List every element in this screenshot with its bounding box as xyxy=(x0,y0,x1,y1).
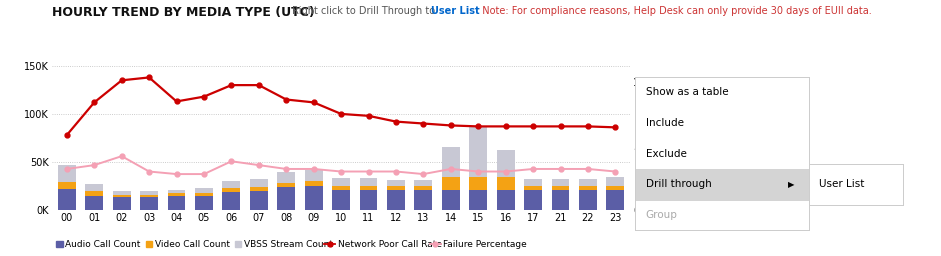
Bar xyxy=(86,184,104,191)
Bar xyxy=(167,196,185,210)
Bar xyxy=(470,177,487,190)
Legend: Audio Call Count: Audio Call Count xyxy=(56,240,140,249)
Bar xyxy=(113,191,131,195)
Text: Drill through: Drill through xyxy=(646,179,711,189)
Bar xyxy=(140,197,158,210)
Legend: Failure Percentage: Failure Percentage xyxy=(430,240,527,249)
Bar xyxy=(332,186,350,190)
Text: ▶: ▶ xyxy=(789,180,795,189)
Bar xyxy=(579,186,597,190)
Bar xyxy=(167,190,185,193)
Bar xyxy=(551,186,569,190)
Bar xyxy=(635,169,809,200)
Bar xyxy=(167,193,185,196)
Bar xyxy=(551,190,569,210)
Bar xyxy=(470,190,487,210)
Text: Right click to Drill Through to: Right click to Drill Through to xyxy=(292,6,438,16)
Bar xyxy=(442,146,460,177)
Text: Group: Group xyxy=(646,210,678,220)
Bar xyxy=(332,178,350,186)
Text: User List: User List xyxy=(819,179,864,189)
Bar xyxy=(222,192,240,210)
Bar xyxy=(414,190,432,210)
Legend: Video Call Count: Video Call Count xyxy=(146,240,230,249)
Bar xyxy=(470,127,487,177)
Bar xyxy=(195,193,213,196)
Legend: Network Poor Call Rate: Network Poor Call Rate xyxy=(325,240,442,249)
Bar xyxy=(359,186,377,190)
Bar xyxy=(579,190,597,210)
Bar xyxy=(250,187,268,191)
Bar xyxy=(140,191,158,195)
Text: Note: For compliance reasons, Help Desk can only provide 30 days of EUII data.: Note: For compliance reasons, Help Desk … xyxy=(476,6,872,16)
Bar xyxy=(250,179,268,187)
Bar xyxy=(58,182,76,189)
Bar xyxy=(113,197,131,210)
Bar xyxy=(606,190,624,210)
Bar xyxy=(497,177,515,190)
Text: HOURLY TREND BY MEDIA TYPE (UTC): HOURLY TREND BY MEDIA TYPE (UTC) xyxy=(52,6,314,19)
Bar xyxy=(222,188,240,192)
Bar xyxy=(579,179,597,186)
Bar xyxy=(359,190,377,210)
Text: Include: Include xyxy=(646,118,683,128)
Bar xyxy=(387,190,405,210)
Bar xyxy=(58,189,76,210)
Bar xyxy=(414,180,432,186)
Bar xyxy=(305,169,323,181)
Bar xyxy=(497,190,515,210)
Bar xyxy=(606,177,624,186)
Bar xyxy=(414,186,432,190)
Bar xyxy=(305,181,323,186)
Bar xyxy=(140,195,158,197)
Bar xyxy=(278,183,295,187)
Bar xyxy=(442,190,460,210)
Bar xyxy=(332,190,350,210)
Bar xyxy=(551,179,569,186)
Bar xyxy=(524,186,542,190)
Text: Exclude: Exclude xyxy=(646,148,687,159)
Legend: VBSS Stream Count: VBSS Stream Count xyxy=(235,240,333,249)
Bar xyxy=(442,177,460,190)
Text: User List: User List xyxy=(431,6,480,16)
Text: Show as a table: Show as a table xyxy=(646,87,728,97)
Bar xyxy=(524,190,542,210)
Bar xyxy=(195,188,213,193)
Bar xyxy=(305,186,323,210)
Bar xyxy=(387,180,405,186)
Bar xyxy=(58,165,76,182)
Bar xyxy=(359,178,377,186)
Bar xyxy=(387,186,405,190)
Bar xyxy=(222,181,240,188)
Bar xyxy=(606,186,624,190)
Bar xyxy=(524,179,542,186)
Bar xyxy=(86,191,104,196)
Bar xyxy=(250,191,268,210)
Bar xyxy=(278,173,295,183)
Bar xyxy=(497,150,515,177)
Bar xyxy=(278,187,295,210)
Bar xyxy=(113,195,131,197)
Bar xyxy=(195,196,213,210)
Bar xyxy=(86,196,104,210)
